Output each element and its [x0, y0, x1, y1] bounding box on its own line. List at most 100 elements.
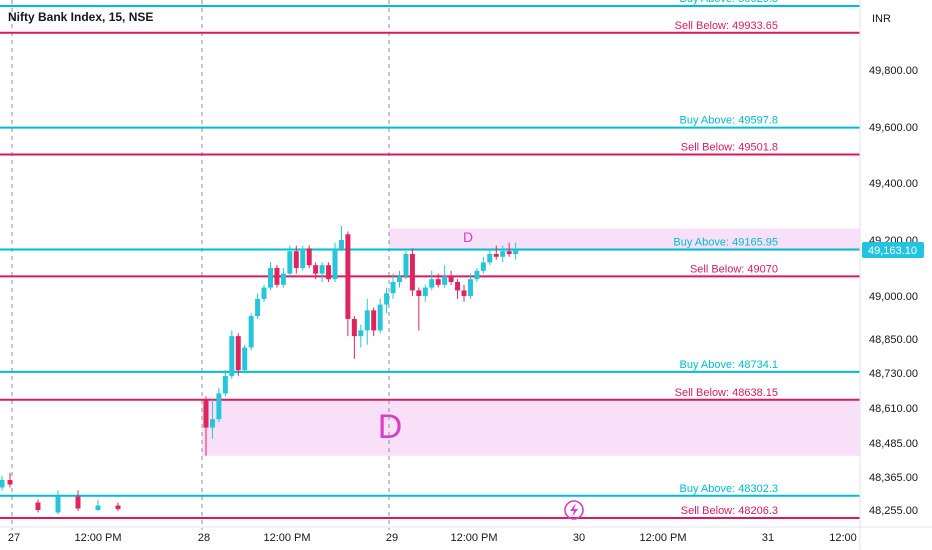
- time-tick-label: 28: [198, 532, 210, 544]
- candle-body: [35, 502, 41, 510]
- sell-level-label: Sell Below: 49933.65: [675, 20, 778, 32]
- candle-body: [409, 254, 415, 291]
- candle-body: [268, 268, 273, 288]
- demand-zone: [389, 228, 860, 252]
- price-axis[interactable]: 49,800.0049,600.0049,400.0049,200.0049,0…: [859, 0, 918, 550]
- candle-body: [274, 268, 280, 285]
- candle-body: [493, 254, 499, 257]
- candle-body: [467, 279, 473, 296]
- candle-body: [487, 254, 493, 263]
- candle-body: [422, 287, 428, 296]
- candle-body: [416, 290, 422, 296]
- sell-level-label: Sell Below: 48638.15: [675, 387, 778, 399]
- candle-body: [280, 273, 286, 285]
- buy-level-label: Buy Above: 49165.95: [673, 237, 778, 249]
- price-tick-label: 48,610.00: [869, 403, 918, 415]
- time-tick-label: 12:00 PM: [74, 532, 121, 544]
- sell-level-label: Sell Below: 49070: [690, 263, 778, 275]
- lightning-icon[interactable]: [564, 500, 584, 520]
- buy-level-label: Buy Above: 49597.8: [680, 115, 778, 127]
- buy-level-label: Buy Above: 50029.8: [680, 0, 778, 5]
- candle-body: [442, 276, 448, 285]
- day-separators: [11, 0, 390, 530]
- candle-body: [115, 505, 121, 510]
- candle-body: [461, 290, 467, 296]
- time-tick-label: 31: [762, 532, 774, 544]
- price-tick-label: 48,850.00: [869, 334, 918, 346]
- price-tick-label: 49,000.00: [869, 291, 918, 303]
- candle-body: [55, 496, 61, 513]
- levels-layer: Buy Above: 50029.8 Sell Below: 49933.65 Bu…: [0, 0, 860, 519]
- candle-body: [332, 248, 338, 280]
- candle-body: [364, 310, 370, 331]
- time-tick-label: 12:00 PM: [263, 532, 310, 544]
- candle-body: [300, 248, 306, 268]
- candle-body: [75, 496, 81, 509]
- candle-body: [338, 240, 344, 249]
- chart-title: Nifty Bank Index, 15, NSE: [8, 10, 153, 24]
- time-tick-label: 12:00 PM: [639, 532, 686, 544]
- candle-body: [7, 480, 13, 485]
- candle-body: [358, 330, 364, 337]
- buy-level-label: Buy Above: 48302.3: [680, 483, 778, 495]
- candle-body: [397, 276, 402, 282]
- candle-body: [255, 298, 261, 317]
- candle-body: [313, 265, 319, 274]
- candle-body: [248, 316, 254, 348]
- candle-body: [345, 234, 351, 319]
- time-tick-label: 30: [573, 532, 585, 544]
- time-axis[interactable]: 27 12:00 PM 28 12:00 PM 29 12:00 PM 30 12:00 PM…: [0, 526, 932, 544]
- candle-body: [242, 347, 248, 371]
- candle-body: [209, 419, 215, 428]
- candle-body: [455, 282, 461, 291]
- price-tick-label: 48,255.00: [869, 505, 918, 517]
- candle-body: [351, 318, 357, 337]
- candle-body: [203, 399, 209, 428]
- candle-body: [287, 251, 293, 274]
- candle-body: [403, 254, 409, 277]
- sell-level-label: Sell Below: 49501.8: [681, 141, 778, 153]
- buy-level-label: Buy Above: 48734.1: [680, 359, 778, 371]
- candle-body: [500, 251, 506, 257]
- candle-body: [474, 270, 480, 280]
- candle-body: [229, 336, 235, 376]
- price-tick-label: 49,400.00: [869, 178, 918, 190]
- price-tick-label: 48,485.00: [869, 438, 918, 450]
- candle-body: [261, 287, 267, 299]
- candle-body: [293, 251, 299, 268]
- candle-body: [326, 265, 332, 280]
- zones-layer: DD: [202, 228, 860, 456]
- candle-body: [435, 279, 441, 285]
- price-tick-label: 48,365.00: [869, 472, 918, 484]
- time-tick-label: 27: [8, 532, 20, 544]
- time-tick-label: 12:00 PM: [450, 532, 497, 544]
- zone-label: D: [378, 408, 403, 446]
- candle-body: [513, 249, 519, 254]
- candle-body: [371, 310, 377, 331]
- candle-body: [390, 282, 396, 294]
- candle-body: [377, 304, 383, 331]
- candle-body: [95, 505, 101, 510]
- candle-body: [506, 251, 512, 254]
- last-price-label: 49,163.10: [868, 245, 917, 257]
- candle-body: [384, 293, 390, 305]
- candle-body: [216, 393, 222, 420]
- last-price-tag: 49,163.10: [862, 242, 924, 258]
- sell-level-label: Sell Below: 48206.3: [681, 505, 778, 517]
- price-tick-label: 48,730.00: [869, 368, 918, 380]
- time-tick-label: 12:00: [829, 532, 857, 544]
- candle-body: [222, 375, 228, 394]
- candle-body: [319, 265, 325, 274]
- price-tick-label: 49,800.00: [869, 65, 918, 77]
- currency-label[interactable]: INR: [872, 13, 891, 25]
- demand-zone: [202, 399, 860, 456]
- candle-body: [448, 276, 454, 282]
- time-tick-label: 29: [386, 532, 398, 544]
- candle-body: [480, 262, 486, 271]
- candles-layer: [0, 225, 519, 515]
- candle-body: [235, 336, 241, 371]
- candle-body: [429, 279, 435, 288]
- candle-body: [306, 248, 312, 266]
- candle-body: [0, 480, 5, 488]
